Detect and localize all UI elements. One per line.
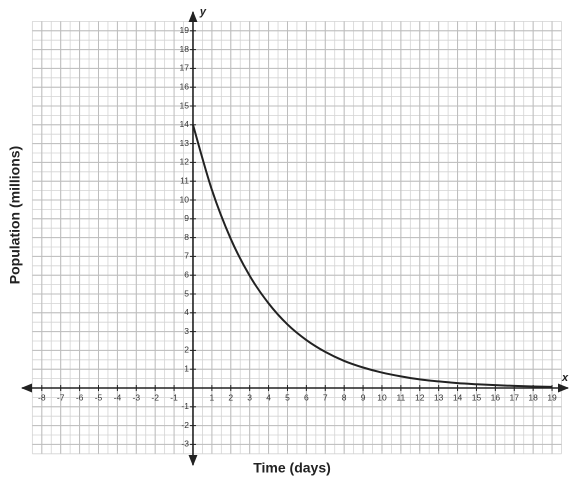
x-tick-label: -3 — [133, 392, 141, 402]
y-tick-label: 6 — [184, 269, 189, 279]
x-tick-label: -2 — [151, 392, 159, 402]
x-tick-label: -1 — [170, 392, 178, 402]
x-tick-label: -4 — [114, 392, 122, 402]
x-tick-label: 9 — [361, 392, 366, 402]
grid — [31, 20, 562, 455]
y-tick-label: 19 — [180, 25, 190, 35]
y-tick-label: 3 — [184, 326, 189, 336]
y-tick-label: 1 — [184, 363, 189, 373]
x-tick-label: -7 — [57, 392, 65, 402]
x-tick-label: 4 — [266, 392, 271, 402]
x-tick-label: 8 — [342, 392, 347, 402]
x-tick-label: -6 — [76, 392, 84, 402]
curve — [192, 124, 553, 388]
y-tick-label: 15 — [180, 100, 190, 110]
y-tick-label: -1 — [181, 401, 189, 411]
y-tick-label: 12 — [180, 157, 190, 167]
x-tick-label: 17 — [510, 392, 520, 402]
y-tick-label: 7 — [184, 251, 189, 261]
y-tick-label: 4 — [184, 307, 189, 317]
y-tick-label: 18 — [180, 44, 190, 54]
y-tick-label: -2 — [181, 420, 189, 430]
x-tick-label: 6 — [304, 392, 309, 402]
y-tick-label: 10 — [180, 194, 190, 204]
y-tick-label: 17 — [180, 63, 190, 73]
x-axis-label: Time (days) — [253, 460, 331, 476]
x-tick-label: 16 — [491, 392, 501, 402]
x-axis-name: x — [561, 372, 569, 384]
x-tick-label: 15 — [472, 392, 482, 402]
y-tick-label: 2 — [184, 345, 189, 355]
plot: -8 -7 -6 -5 -4 -3 -2 -1 1 2 3 4 5 6 7 8 9 10 11 12 13 14 15 16 1… — [20, 6, 570, 467]
y-tick-label: 9 — [184, 213, 189, 223]
y-tick-label: 11 — [180, 175, 189, 185]
y-axis-name: y — [199, 6, 207, 18]
y-tick-label: 14 — [180, 119, 190, 129]
x-tick-label: -8 — [38, 392, 46, 402]
x-tick-label: 14 — [453, 392, 463, 402]
x-tick-label: 10 — [377, 392, 387, 402]
x-tick-label: 2 — [228, 392, 233, 402]
x-tick-label: 5 — [285, 392, 290, 402]
x-tick-label: 18 — [528, 392, 538, 402]
x-tick-label: 19 — [547, 392, 557, 402]
x-tick-label: 7 — [323, 392, 328, 402]
x-tick-label: 11 — [396, 392, 405, 402]
y-tick-label: 5 — [184, 288, 189, 298]
y-tick-label: 8 — [184, 232, 189, 242]
y-tick-label: -3 — [181, 439, 189, 449]
y-axis-label: Population (millions) — [7, 146, 23, 284]
y-tick-label: 16 — [180, 81, 190, 91]
x-tick-label: -5 — [95, 392, 103, 402]
x-tick-label: 13 — [434, 392, 444, 402]
y-tick-label: 13 — [180, 138, 190, 148]
x-tick-label: 12 — [415, 392, 425, 402]
x-tick-label: 3 — [247, 392, 252, 402]
x-tick-label: 1 — [210, 392, 215, 402]
